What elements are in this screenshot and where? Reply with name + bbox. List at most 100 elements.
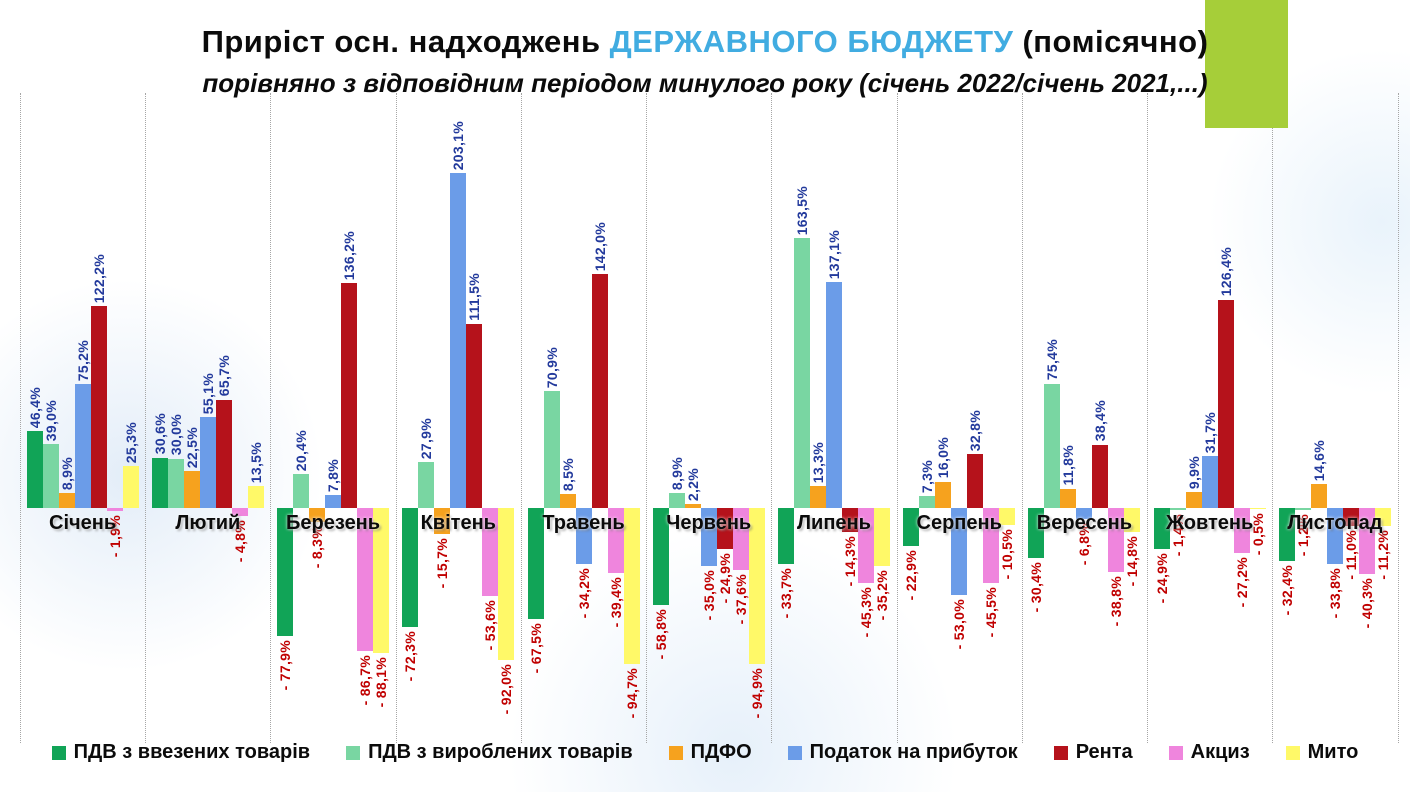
value-label: - 30,4% <box>1028 562 1045 613</box>
legend-swatch <box>668 745 683 760</box>
bar <box>418 461 435 508</box>
value-label: 39,0% <box>42 399 59 441</box>
bar <box>1342 508 1359 527</box>
bar <box>1310 483 1327 508</box>
gridline <box>145 93 147 743</box>
bar <box>482 508 499 597</box>
value-label: - 94,7% <box>623 668 640 719</box>
bar <box>1233 508 1250 553</box>
bar <box>716 508 733 550</box>
value-label: 27,9% <box>418 417 435 459</box>
value-label: 122,2% <box>90 254 107 304</box>
bar <box>903 508 920 546</box>
bar <box>1358 508 1375 575</box>
gridline <box>1147 93 1149 743</box>
chart-subtitle: порівняно з відповідним періодом минулог… <box>202 68 1208 98</box>
value-label: 32,8% <box>967 409 984 451</box>
value-label: 38,4% <box>1092 400 1109 442</box>
month-label: Жовтень <box>1165 512 1254 534</box>
legend-label: ПДВ з вироблених товарів <box>368 741 633 763</box>
value-label: - 37,6% <box>732 574 749 625</box>
bar <box>983 508 1000 584</box>
bar <box>1076 508 1093 520</box>
bar <box>231 508 248 516</box>
gridline <box>896 93 898 743</box>
gridline <box>1397 93 1399 743</box>
legend-swatch <box>346 745 361 760</box>
value-label: - 40,3% <box>1358 578 1375 629</box>
value-label: 13,5% <box>247 441 264 483</box>
title-highlight: ДЕРЖАВНОГО БЮДЖЕТУ <box>609 24 1014 59</box>
bar <box>951 508 968 596</box>
bar <box>591 273 608 508</box>
value-label: - 67,5% <box>527 623 544 674</box>
legend-label: Мито <box>1307 741 1359 763</box>
bar <box>26 431 43 508</box>
legend: ПДВ з ввезених товарів ПДВ з вироблених т… <box>0 741 1410 764</box>
bar <box>1374 508 1391 527</box>
legend-item: Акциз <box>1168 741 1250 764</box>
gridline <box>646 93 648 743</box>
bar <box>999 508 1016 526</box>
legend-item: ПДФО <box>668 741 752 764</box>
legend-item: ПДВ з ввезених товарів <box>51 741 311 764</box>
bar <box>825 281 842 508</box>
value-label: - 10,5% <box>999 529 1016 580</box>
bar <box>1278 508 1295 562</box>
bar <box>1294 508 1311 510</box>
value-label: - 39,4% <box>607 576 624 628</box>
bar <box>183 470 200 508</box>
bar <box>151 457 168 508</box>
legend-label: ПДВ з ввезених товарів <box>73 741 311 763</box>
bar <box>434 508 451 534</box>
bar <box>857 508 874 583</box>
bar <box>935 481 952 508</box>
bar <box>748 508 765 665</box>
title-suffix: (помісячно) <box>1013 24 1209 59</box>
value-label: 75,2% <box>74 339 91 381</box>
chart-title: Приріст осн. надходжень ДЕРЖАВНОГО БЮДЖЕ… <box>0 24 1410 60</box>
value-label: 65,7% <box>215 355 232 397</box>
value-label: - 27,2% <box>1233 556 1250 608</box>
month-label: Серпень <box>916 512 1002 534</box>
bar <box>919 495 936 508</box>
value-label: - 24,9% <box>1153 553 1170 604</box>
legend-item: ПДВ з вироблених товарів <box>346 741 633 764</box>
value-label: 136,2% <box>341 231 358 281</box>
value-label: - 14,8% <box>1124 536 1141 587</box>
legend-swatch <box>1053 745 1068 760</box>
month-label: Березень <box>286 512 381 534</box>
bar <box>466 324 483 508</box>
value-label: - 92,0% <box>498 663 515 715</box>
gridline <box>270 93 272 743</box>
bar <box>1028 508 1045 559</box>
value-label: 8,5% <box>559 457 576 491</box>
value-label: - 53,0% <box>951 599 968 650</box>
value-label: 126,4% <box>1217 247 1234 297</box>
value-label: 70,9% <box>543 346 560 389</box>
bar <box>122 466 139 508</box>
bar <box>42 443 59 508</box>
gridline <box>395 93 397 743</box>
legend-item: Податок на прибуток <box>787 741 1018 764</box>
value-label: - 14,3% <box>841 535 858 586</box>
value-label: 7,8% <box>325 459 342 493</box>
bar <box>498 508 515 660</box>
bar <box>684 504 701 508</box>
legend-label: ПДФО <box>690 741 752 763</box>
month-label: Червень <box>666 512 752 534</box>
bar <box>402 508 419 628</box>
value-label: - 35,2% <box>873 570 890 621</box>
bar <box>74 383 91 508</box>
bar <box>543 391 560 508</box>
bar <box>1217 299 1234 508</box>
bar <box>106 508 123 512</box>
value-label: 75,4% <box>1044 339 1061 381</box>
legend-item: Рента <box>1053 741 1133 764</box>
gridline <box>1272 93 1274 743</box>
value-label: 46,4% <box>26 387 43 429</box>
bar <box>1201 455 1218 508</box>
bar <box>575 508 592 565</box>
accent-rectangle <box>1205 0 1288 128</box>
